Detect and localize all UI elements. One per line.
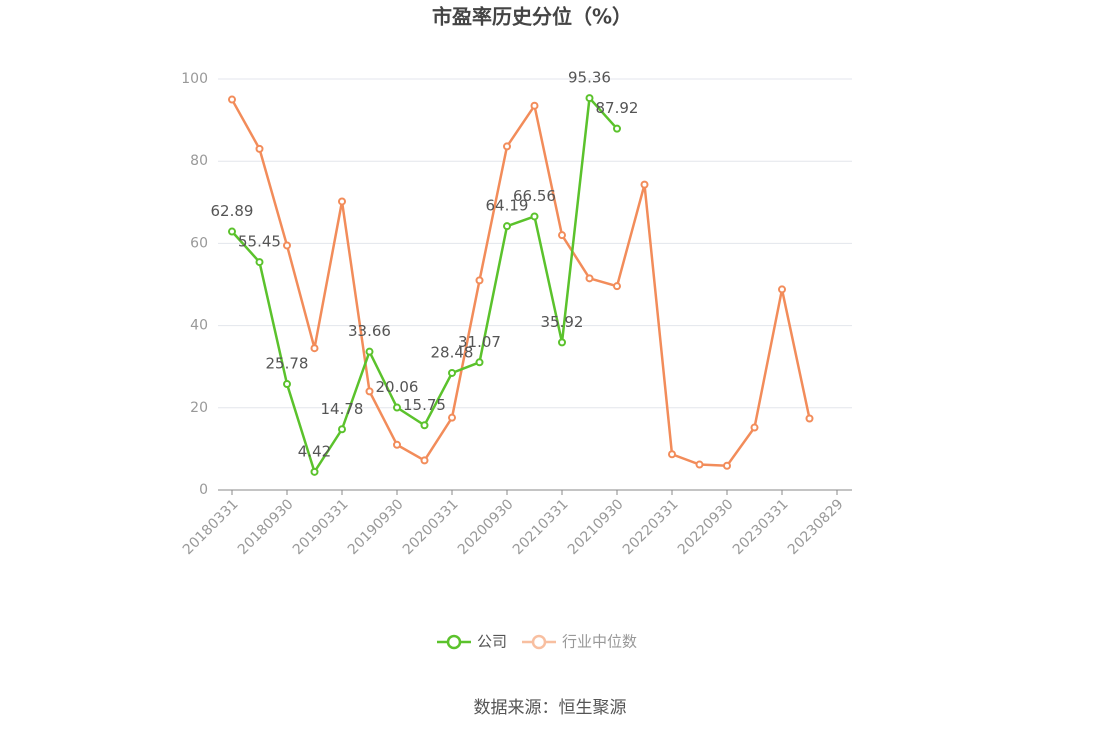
point <box>558 231 566 240</box>
point <box>750 423 759 432</box>
point <box>255 258 264 267</box>
point <box>695 460 704 469</box>
x-tick-label: 20190930 <box>345 496 407 558</box>
point <box>530 212 539 221</box>
x-tick-label: 20180331 <box>180 496 242 558</box>
data-label: 28.48 <box>431 343 474 361</box>
x-tick-label: 20220930 <box>675 496 737 558</box>
point <box>585 94 594 103</box>
data-label: 15.75 <box>403 396 446 414</box>
data-label: 62.89 <box>211 202 254 220</box>
point <box>283 380 291 389</box>
data-label: 33.66 <box>348 322 391 340</box>
point <box>558 338 566 347</box>
point <box>613 282 621 291</box>
legend-label: 行业中位数 <box>562 633 637 651</box>
data-label: 25.78 <box>266 355 309 373</box>
data-label: 95.36 <box>568 69 611 87</box>
data-label: 4.42 <box>298 442 331 460</box>
point <box>503 222 511 231</box>
point <box>530 101 539 110</box>
point <box>420 421 429 430</box>
x-tick-label: 20190331 <box>290 496 352 558</box>
point <box>613 124 621 133</box>
data-label: 20.06 <box>376 378 419 396</box>
point <box>338 197 346 206</box>
point <box>393 403 401 412</box>
x-tick-label: 20230331 <box>730 496 792 558</box>
chart-title: 市盈率历史分位（%） <box>432 5 632 29</box>
point <box>723 461 731 470</box>
x-tick-label: 20220331 <box>620 496 682 558</box>
point <box>228 227 236 236</box>
x-tick-label: 20200930 <box>455 496 517 558</box>
data-label: 64.19 <box>486 197 529 215</box>
data-label: 55.45 <box>238 233 281 251</box>
series-line <box>231 95 618 475</box>
legend-label: 公司 <box>477 633 507 651</box>
data-label: 66.56 <box>513 187 556 205</box>
point <box>503 142 511 151</box>
data-label: 35.92 <box>541 313 584 331</box>
point <box>338 425 346 434</box>
legend-icon <box>446 634 462 650</box>
point <box>668 450 676 459</box>
y-tick-label: 20 <box>190 400 208 416</box>
x-tick-label: 20230829 <box>785 496 847 558</box>
point <box>310 344 319 353</box>
x-tick-label: 20200331 <box>400 496 462 558</box>
x-tick-label: 20210930 <box>565 496 627 558</box>
point <box>393 440 401 449</box>
y-tick-label: 0 <box>199 482 208 498</box>
point <box>585 274 594 283</box>
legend-icon <box>531 634 547 650</box>
point <box>283 241 291 250</box>
point <box>365 347 374 356</box>
y-tick-label: 40 <box>190 318 208 334</box>
y-tick-label: 60 <box>190 235 208 251</box>
point <box>640 180 649 189</box>
point <box>448 368 456 377</box>
point <box>255 144 264 153</box>
point <box>448 413 456 422</box>
data-label: 87.92 <box>596 99 639 117</box>
point <box>310 467 319 476</box>
x-tick-label: 20180930 <box>235 496 297 558</box>
source: 数据来源：恒生聚源 <box>474 698 627 718</box>
y-tick-label: 100 <box>181 71 208 87</box>
point <box>475 276 484 285</box>
y-tick-label: 80 <box>190 153 208 169</box>
point <box>805 414 814 423</box>
point <box>420 456 429 465</box>
series-line <box>230 98 811 468</box>
data-label: 14.78 <box>321 400 364 418</box>
point <box>778 285 786 294</box>
point <box>228 95 236 104</box>
data-label: 31.07 <box>458 333 501 351</box>
point <box>365 387 374 396</box>
x-tick-label: 20210331 <box>510 496 572 558</box>
point <box>475 358 484 367</box>
